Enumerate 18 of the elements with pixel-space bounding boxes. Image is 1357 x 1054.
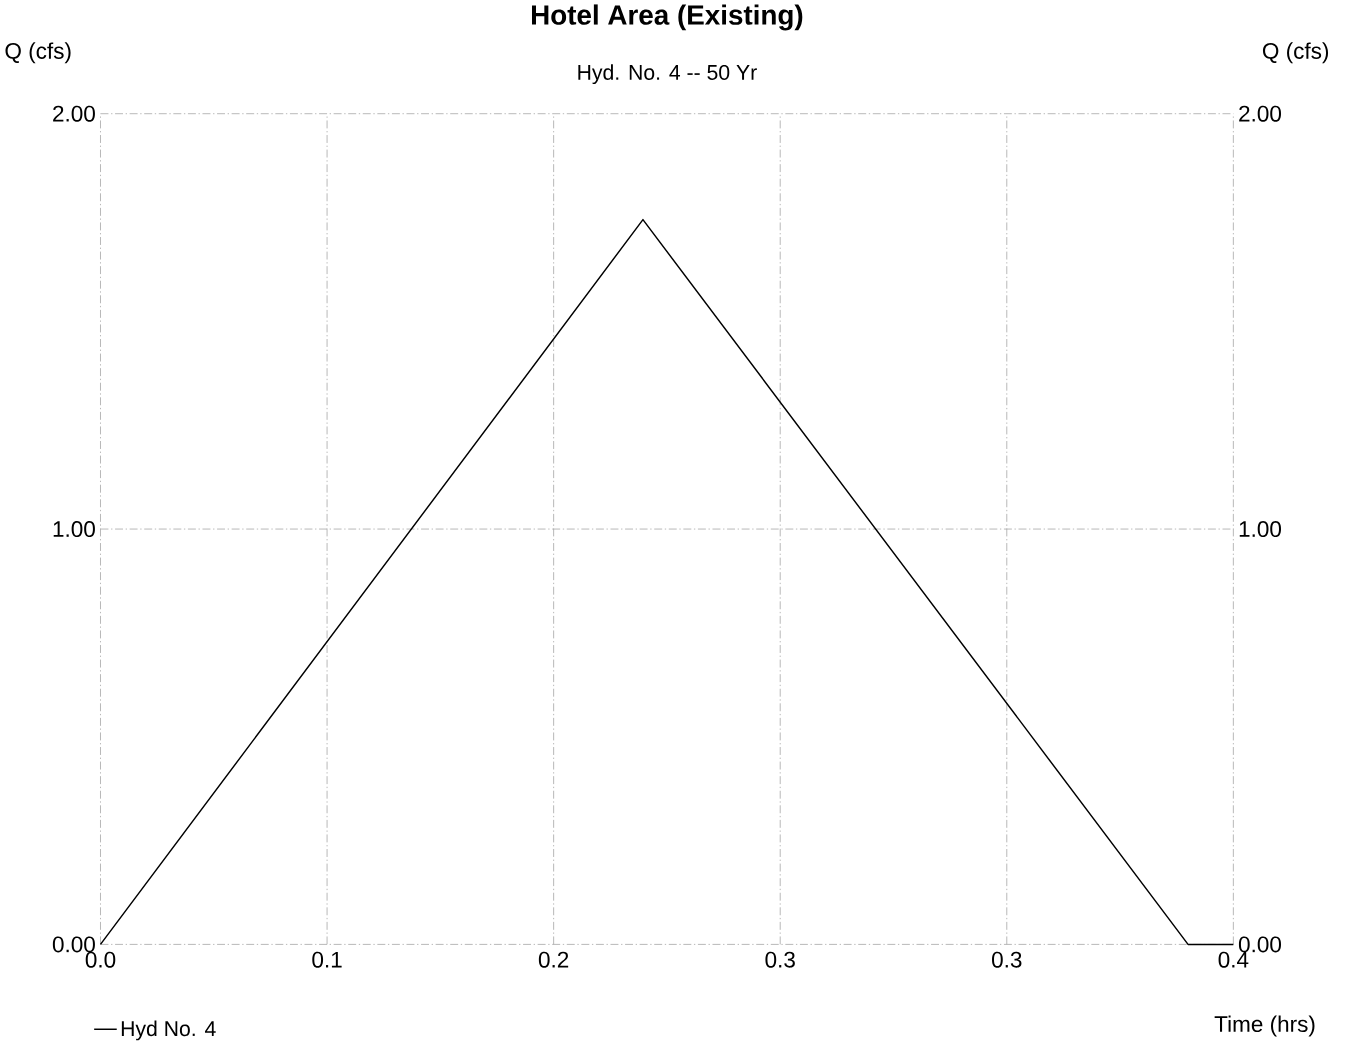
y2-tick-label: 0.00	[1238, 936, 1282, 953]
legend-label: Hyd No. 4	[121, 1020, 216, 1041]
y2-axis-title: Q (cfs)	[1262, 42, 1329, 64]
chart-subtitle: Hyd. No. 4 -- 50 Yr	[578, 64, 757, 85]
x-tick-label: 0.3	[765, 951, 795, 968]
y-tick-label: 1.00	[53, 521, 95, 537]
chart-title: Hotel Area (Existing)	[532, 4, 803, 31]
y-axis-title: Q (cfs)	[5, 42, 71, 64]
x-tick-label: 0.1	[312, 951, 342, 968]
y2-tick-label: 2.00	[1239, 105, 1282, 122]
y-tick-label: 0.00	[52, 936, 95, 953]
x-tick-label: 0.4	[1218, 951, 1249, 968]
x-tick-label: 0.3	[992, 951, 1022, 968]
x-tick-label: 0.0	[85, 951, 116, 968]
y2-tick-label: 1.00	[1239, 521, 1282, 537]
x-tick-label: 0.2	[538, 951, 569, 968]
y-tick-label: 2.00	[53, 105, 95, 122]
x-axis-title: Time (hrs)	[1214, 1015, 1315, 1037]
